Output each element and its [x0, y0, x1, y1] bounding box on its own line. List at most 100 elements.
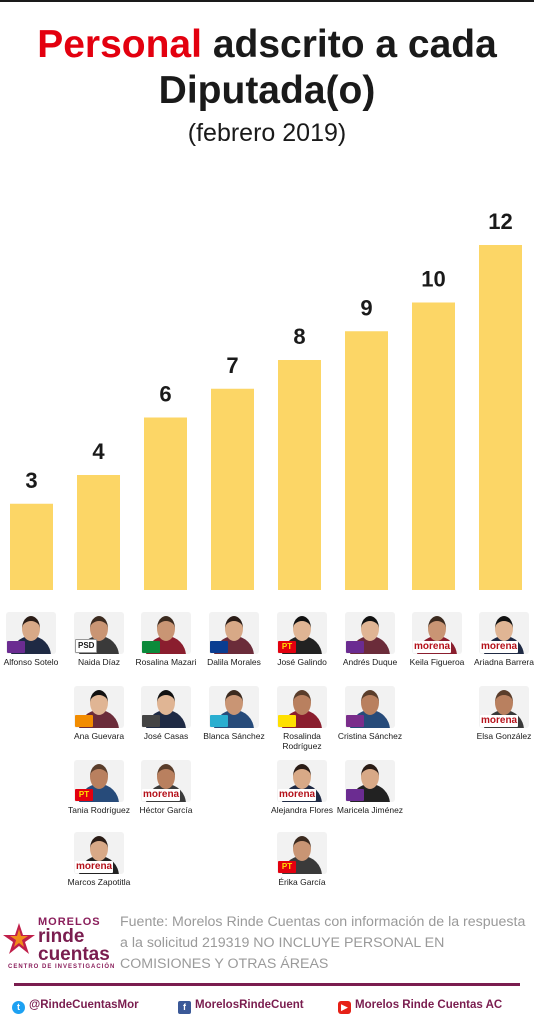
- bar-6: [412, 302, 455, 590]
- portrait-head: [157, 690, 175, 715]
- bar-5: [345, 331, 388, 590]
- portrait-photo: [345, 760, 395, 802]
- twitter-link[interactable]: t @RindeCuentasMor: [12, 996, 139, 1014]
- bar-value-label-0: 3: [25, 468, 37, 493]
- party-logo-icon: morena: [413, 641, 452, 653]
- legislator-name: Héctor García: [139, 805, 193, 815]
- party-logo-icon: [142, 641, 160, 653]
- portrait-photo: morena: [412, 612, 462, 654]
- bar-value-label-3: 7: [226, 353, 238, 378]
- legislator-card: PT José Galindo: [264, 612, 340, 667]
- portrait-head: [495, 690, 513, 715]
- portrait-head: [293, 836, 311, 861]
- legislator-name: Marcos Zapotitla: [67, 877, 131, 887]
- portrait-head: [157, 616, 175, 641]
- portrait-head: [361, 690, 379, 715]
- logo-word-cuentas: cuentas: [38, 944, 110, 965]
- legislator-name: Keila Figueroa: [409, 657, 465, 667]
- bar-1: [77, 475, 120, 590]
- portrait-photo: [141, 686, 191, 728]
- legislator-card: Rosalina Mazari: [128, 612, 204, 667]
- bar-4: [278, 360, 321, 590]
- party-logo-icon: [346, 641, 364, 653]
- portrait-photo: [209, 686, 259, 728]
- facebook-icon: f: [178, 1001, 191, 1014]
- legislator-card: Andrés Duque: [332, 612, 408, 667]
- title-rest: adscrito a cada: [212, 23, 497, 66]
- party-logo-icon: morena: [480, 641, 519, 653]
- legislator-name: Ariadna Barrera: [473, 657, 534, 667]
- legislator-name: Naida Díaz: [77, 657, 121, 667]
- legislator-name: Blanca Sánchez: [203, 731, 265, 741]
- legislator-card: PT Érika García: [264, 832, 340, 887]
- bar-7: [479, 245, 522, 590]
- portrait-photo: [209, 612, 259, 654]
- party-logo-icon: PT: [75, 789, 93, 801]
- legislator-card: Alfonso Sotelo: [0, 612, 69, 667]
- portrait-photo: PT: [74, 760, 124, 802]
- party-logo-icon: [7, 641, 25, 653]
- morelos-rinde-cuentas-logo: MORELOS rinde cuentas CENTRO DE INVESTIG…: [0, 912, 118, 974]
- legislator-card: morena Ariadna Barrera: [466, 612, 534, 667]
- party-logo-icon: morena: [480, 715, 519, 727]
- legislator-card: Dalila Morales: [196, 612, 272, 667]
- bar-value-label-1: 4: [92, 439, 105, 464]
- portrait-photo: [345, 686, 395, 728]
- party-logo-icon: [75, 715, 93, 727]
- legislator-card: morena Héctor García: [128, 760, 204, 815]
- portrait-head: [90, 764, 108, 789]
- logo-word-rinde: rinde: [38, 926, 85, 947]
- portrait-photo: [277, 686, 327, 728]
- legislator-name: Elsa González: [476, 731, 532, 741]
- portrait-head: [428, 616, 446, 641]
- source-note: Fuente: Morelos Rinde Cuentas con inform…: [120, 914, 526, 972]
- bar-chart: 3 4 6 7 8 9 10 12: [10, 209, 522, 590]
- party-logo-icon: PT: [278, 861, 296, 873]
- portrait-photo: PSD: [74, 612, 124, 654]
- legislator-card: José Casas: [128, 686, 204, 741]
- portrait-photo: [141, 612, 191, 654]
- facebook-link[interactable]: f MorelosRindeCuent: [178, 996, 304, 1014]
- legislator-name: Tania Rodríguez: [68, 805, 130, 815]
- party-logo-icon: PSD: [75, 639, 98, 653]
- legislator-card: Blanca Sánchez: [196, 686, 272, 741]
- legislator-card: Ana Guevara: [61, 686, 137, 741]
- legislator-name: Dalila Morales: [207, 657, 261, 667]
- youtube-handle: Morelos Rinde Cuentas AC: [355, 999, 503, 1011]
- party-logo-icon: [278, 715, 296, 727]
- legislator-card: Maricela Jiménez: [332, 760, 408, 815]
- facebook-handle: MorelosRindeCuent: [195, 999, 304, 1011]
- portrait-head: [90, 690, 108, 715]
- legislator-name: Ana Guevara: [73, 731, 125, 741]
- twitter-icon: t: [12, 1001, 25, 1014]
- legislator-card: morena Elsa González: [466, 686, 534, 741]
- logo-wordmark: MORELOS rinde cuentas: [38, 916, 110, 964]
- portrait-head: [22, 616, 40, 641]
- title-line-2: Diputada(o): [158, 69, 376, 112]
- portrait-photo: morena: [141, 760, 191, 802]
- youtube-link[interactable]: ▶ Morelos Rinde Cuentas AC: [338, 996, 502, 1014]
- portrait-head: [90, 616, 108, 641]
- portrait-photo: [345, 612, 395, 654]
- legislator-name: Rosalinda Rodríguez: [282, 731, 322, 751]
- legislator-name: Alejandra Flores: [271, 805, 333, 815]
- legislator-name: Maricela Jiménez: [336, 805, 404, 815]
- portrait-head: [293, 616, 311, 641]
- legislator-card: morena Marcos Zapotitla: [61, 832, 137, 887]
- portrait-photo: PT: [277, 832, 327, 874]
- portrait-photo: [6, 612, 56, 654]
- bar-2: [144, 417, 187, 590]
- title-line-1: Personal adscrito a cada: [0, 22, 534, 68]
- legislator-card: PSD Naida Díaz: [61, 612, 137, 667]
- portrait-head: [293, 764, 311, 789]
- portrait-head: [361, 764, 379, 789]
- legislator-card: Rosalinda Rodríguez: [264, 686, 340, 751]
- legislator-name: Rosalina Mazari: [135, 657, 197, 667]
- portrait-photo: morena: [74, 832, 124, 874]
- logo-subtitle: CENTRO DE INVESTIGACIÓN: [8, 964, 116, 970]
- logo-star-icon: [3, 923, 35, 954]
- party-logo-icon: [210, 715, 228, 727]
- bar-3: [211, 388, 254, 590]
- portrait-head: [361, 616, 379, 641]
- portrait-head: [293, 690, 311, 715]
